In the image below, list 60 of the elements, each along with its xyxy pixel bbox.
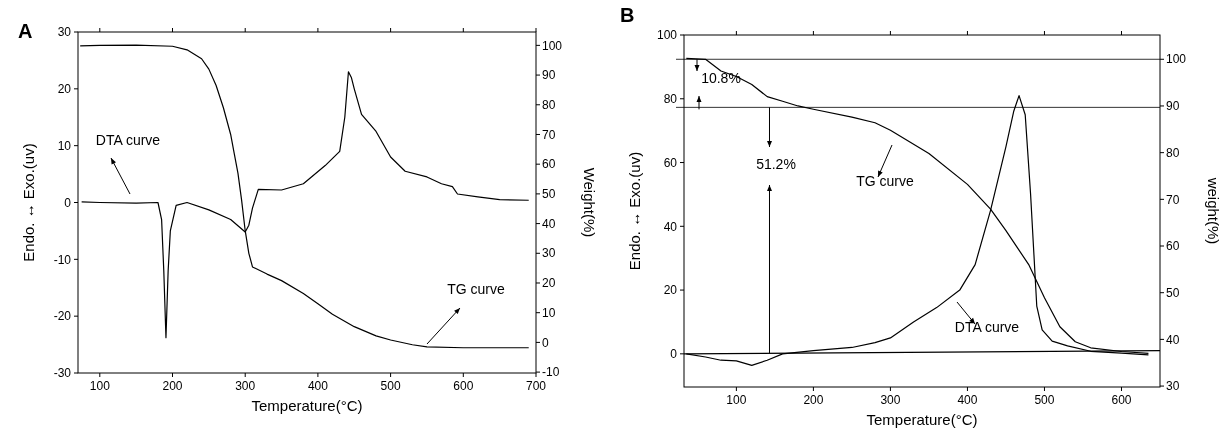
y2-tick-label: 90: [542, 68, 556, 83]
y-tick-label: 30: [57, 25, 72, 40]
y-tick-label: 100: [656, 28, 678, 43]
x-tick-label: 200: [803, 393, 824, 407]
y2-tick-label: 70: [1166, 192, 1180, 207]
x-tick-label: 400: [307, 379, 329, 393]
x-axis-title: Temperature(°C): [866, 411, 978, 428]
y2-tick-label: 90: [1166, 99, 1180, 114]
y2-tick-label: 40: [1166, 332, 1180, 347]
y2-tick-label: 30: [1166, 379, 1180, 394]
y2-tick-label: -10: [542, 365, 560, 380]
y2-tick-label: 0: [542, 335, 549, 350]
y2-tick-label: 80: [1166, 145, 1180, 160]
y-tick-label: 60: [663, 155, 678, 170]
y2-tick-label: 70: [542, 127, 556, 142]
y2-axis-title: Weight(%): [581, 167, 598, 238]
y2-tick-label: 20: [542, 276, 556, 291]
y2-tick-label: 80: [542, 97, 556, 112]
x-axis-title: Temperature(°C): [251, 397, 363, 414]
x-tick-label: 700: [525, 379, 547, 393]
x-tick-label: 500: [1034, 393, 1055, 407]
y2-tick-label: 100: [542, 38, 563, 53]
y2-tick-label: 60: [542, 157, 556, 172]
y-tick-label: 80: [663, 91, 678, 106]
y-tick-label: 20: [663, 283, 678, 298]
annotation: 51.2%: [756, 155, 796, 172]
y2-tick-label: 60: [1166, 239, 1180, 254]
y-axis-title: Endo. ↔ Exo.(uv): [626, 151, 643, 271]
x-tick-label: 100: [89, 379, 111, 393]
y-tick-label: -20: [53, 309, 72, 324]
y2-axis-title: weight(%): [1205, 176, 1222, 245]
x-tick-label: 300: [880, 393, 901, 407]
x-tick-label: 600: [1111, 393, 1132, 407]
annotation: TG curve: [856, 172, 914, 189]
chart-title: A: [18, 20, 33, 42]
y-tick-label: -30: [53, 366, 72, 381]
x-tick-label: 200: [162, 379, 183, 393]
x-tick-label: 400: [957, 393, 978, 407]
x-tick-label: 600: [453, 379, 474, 393]
chart-title: B: [620, 4, 635, 26]
y2-tick-label: 30: [542, 246, 556, 261]
y-tick-label: 0: [64, 195, 72, 210]
y2-tick-label: 10: [542, 305, 556, 320]
x-tick-label: 100: [726, 393, 747, 407]
y-tick-label: 10: [57, 138, 72, 153]
y-tick-label: -10: [53, 252, 72, 267]
y2-tick-label: 50: [1166, 285, 1180, 300]
y2-tick-label: 40: [542, 216, 556, 231]
x-tick-label: 300: [235, 379, 256, 393]
annotation: TG curve: [447, 280, 505, 297]
y-tick-label: 20: [57, 82, 72, 97]
annotation: 10.8%: [701, 69, 741, 86]
y-axis-title: Endo. ↔ Exo.(uv): [20, 143, 37, 262]
y-tick-label: 0: [670, 347, 678, 362]
y-tick-label: 40: [663, 219, 678, 234]
annotation: DTA curve: [95, 131, 161, 148]
y2-tick-label: 50: [542, 187, 556, 202]
y2-tick-label: 100: [1166, 52, 1187, 67]
x-tick-label: 500: [380, 379, 401, 393]
annotation: DTA curve: [954, 318, 1020, 335]
